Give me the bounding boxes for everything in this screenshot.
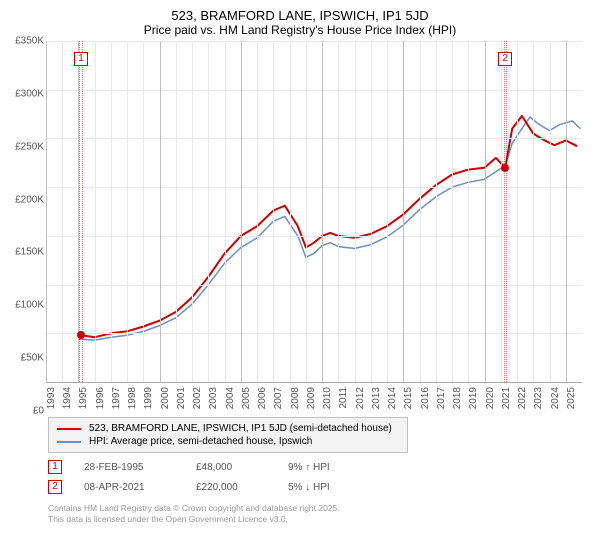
chart-title: 523, BRAMFORD LANE, IPSWICH, IP1 5JD <box>8 8 592 23</box>
x-tick-label: 2018 <box>452 387 463 409</box>
x-tick-label: 2004 <box>225 387 236 409</box>
y-tick-label: £300K <box>15 88 44 99</box>
x-tick-label: 2005 <box>241 387 252 409</box>
chart-subtitle: Price paid vs. HM Land Registry's House … <box>8 23 592 37</box>
x-tick-label: 2014 <box>387 387 398 409</box>
y-tick-label: £200K <box>15 194 44 205</box>
y-tick-label: £150K <box>15 247 44 258</box>
x-tick-label: 2003 <box>208 387 219 409</box>
x-tick-label: 1997 <box>111 387 122 409</box>
x-tick-label: 2012 <box>355 387 366 409</box>
transaction-marker: 2 <box>498 52 512 66</box>
x-tick-label: 2010 <box>322 387 333 409</box>
y-tick-label: £0 <box>33 406 44 417</box>
x-axis: 1993 1994 1995 1996 1997 1998 1999 2000 2001 2002… <box>46 385 582 411</box>
x-tick-label: 2024 <box>550 387 561 409</box>
y-tick-label: £50K <box>21 353 44 364</box>
chart-container: 523, BRAMFORD LANE, IPSWICH, IP1 5JD Pri… <box>0 0 600 560</box>
y-axis: £0£50K£100K£150K£200K£250K£300K£350K <box>8 41 46 411</box>
transaction-row: 1 28-FEB-1995 £48,000 9% ↑ HPI <box>48 457 592 477</box>
footer-attribution: Contains HM Land Registry data © Crown c… <box>48 503 592 525</box>
x-tick-label: 2016 <box>420 387 431 409</box>
transaction-band <box>504 41 507 382</box>
x-tick-label: 1995 <box>78 387 89 409</box>
chart-area: £0£50K£100K£150K£200K£250K£300K£350K 12 … <box>8 41 592 411</box>
x-tick-label: 2025 <box>566 387 577 409</box>
transaction-price: £48,000 <box>196 462 266 473</box>
plot-area: 12 <box>46 41 582 383</box>
x-tick-label: 2020 <box>485 387 496 409</box>
x-tick-label: 1999 <box>143 387 154 409</box>
legend: 523, BRAMFORD LANE, IPSWICH, IP1 5JD (se… <box>48 417 408 453</box>
x-tick-label: 2023 <box>533 387 544 409</box>
footer-line-2: This data is licensed under the Open Gov… <box>48 514 592 525</box>
legend-item: 523, BRAMFORD LANE, IPSWICH, IP1 5JD (se… <box>57 422 399 435</box>
legend-swatch <box>57 428 81 430</box>
x-tick-label: 1993 <box>46 387 57 409</box>
x-tick-label: 2013 <box>371 387 382 409</box>
legend-label: HPI: Average price, semi-detached house,… <box>89 436 312 447</box>
transaction-table: 1 28-FEB-1995 £48,000 9% ↑ HPI 2 08-APR-2021 £… <box>48 457 592 497</box>
transaction-date: 28-FEB-1995 <box>84 462 174 473</box>
transaction-delta: 9% ↑ HPI <box>288 462 330 473</box>
y-tick-label: £350K <box>15 36 44 47</box>
footer-line-1: Contains HM Land Registry data © Crown c… <box>48 503 592 514</box>
legend-swatch <box>57 441 81 443</box>
transaction-dot <box>501 164 509 172</box>
y-tick-label: £100K <box>15 300 44 311</box>
x-tick-label: 2008 <box>290 387 301 409</box>
x-tick-label: 1998 <box>127 387 138 409</box>
y-tick-label: £250K <box>15 141 44 152</box>
transaction-marker: 1 <box>74 52 88 66</box>
x-tick-label: 2001 <box>176 387 187 409</box>
transaction-delta: 5% ↓ HPI <box>288 482 330 493</box>
transaction-price: £220,000 <box>196 482 266 493</box>
x-tick-label: 2002 <box>192 387 203 409</box>
x-tick-label: 2022 <box>517 387 528 409</box>
transaction-dot <box>77 331 85 339</box>
x-tick-label: 2015 <box>403 387 414 409</box>
x-tick-label: 2011 <box>338 387 349 409</box>
x-tick-label: 2007 <box>273 387 284 409</box>
x-tick-label: 2009 <box>306 387 317 409</box>
legend-item: HPI: Average price, semi-detached house,… <box>57 435 399 448</box>
x-tick-label: 2021 <box>501 387 512 409</box>
transaction-marker-icon: 2 <box>48 480 62 494</box>
x-tick-label: 2006 <box>257 387 268 409</box>
transaction-marker-icon: 1 <box>48 460 62 474</box>
transaction-date: 08-APR-2021 <box>84 482 174 493</box>
x-tick-label: 2019 <box>468 387 479 409</box>
transaction-row: 2 08-APR-2021 £220,000 5% ↓ HPI <box>48 477 592 497</box>
x-tick-label: 1996 <box>95 387 106 409</box>
x-tick-label: 2017 <box>436 387 447 409</box>
x-tick-label: 2000 <box>160 387 171 409</box>
legend-label: 523, BRAMFORD LANE, IPSWICH, IP1 5JD (se… <box>89 423 392 434</box>
x-tick-label: 1994 <box>62 387 73 409</box>
